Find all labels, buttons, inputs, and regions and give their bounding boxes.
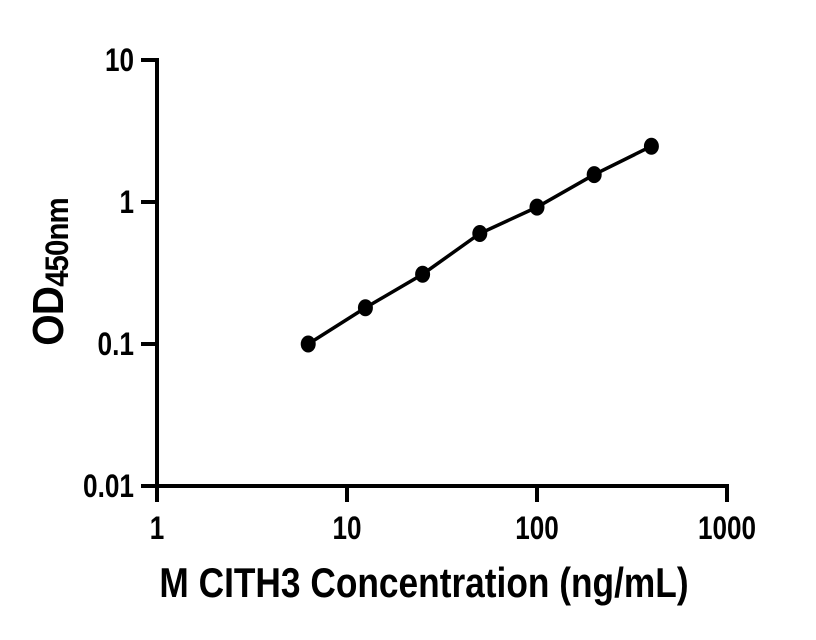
x-tick-label: 1000: [698, 510, 756, 546]
x-axis-title: M CITH3 Concentration (ng/mL): [159, 559, 689, 606]
x-tick-label: 100: [515, 510, 559, 546]
data-point: [529, 198, 545, 216]
data-point: [643, 137, 659, 155]
y-tick-label: 0.01: [83, 468, 134, 504]
data-point: [357, 299, 373, 317]
x-tick-label: 10: [333, 510, 362, 546]
data-point: [472, 225, 488, 243]
y-tick-label: 1: [120, 184, 135, 220]
y-axis-label: OD450nm: [24, 198, 75, 346]
data-point: [415, 265, 431, 283]
x-tick-label: 1: [150, 510, 165, 546]
y-axis-label-main: OD: [24, 286, 73, 346]
y-tick-label: 0.1: [98, 326, 135, 362]
data-point: [300, 335, 316, 353]
y-tick-label: 10: [105, 42, 134, 78]
data-point: [586, 166, 602, 184]
y-axis-label-subscript: 450nm: [39, 198, 75, 287]
